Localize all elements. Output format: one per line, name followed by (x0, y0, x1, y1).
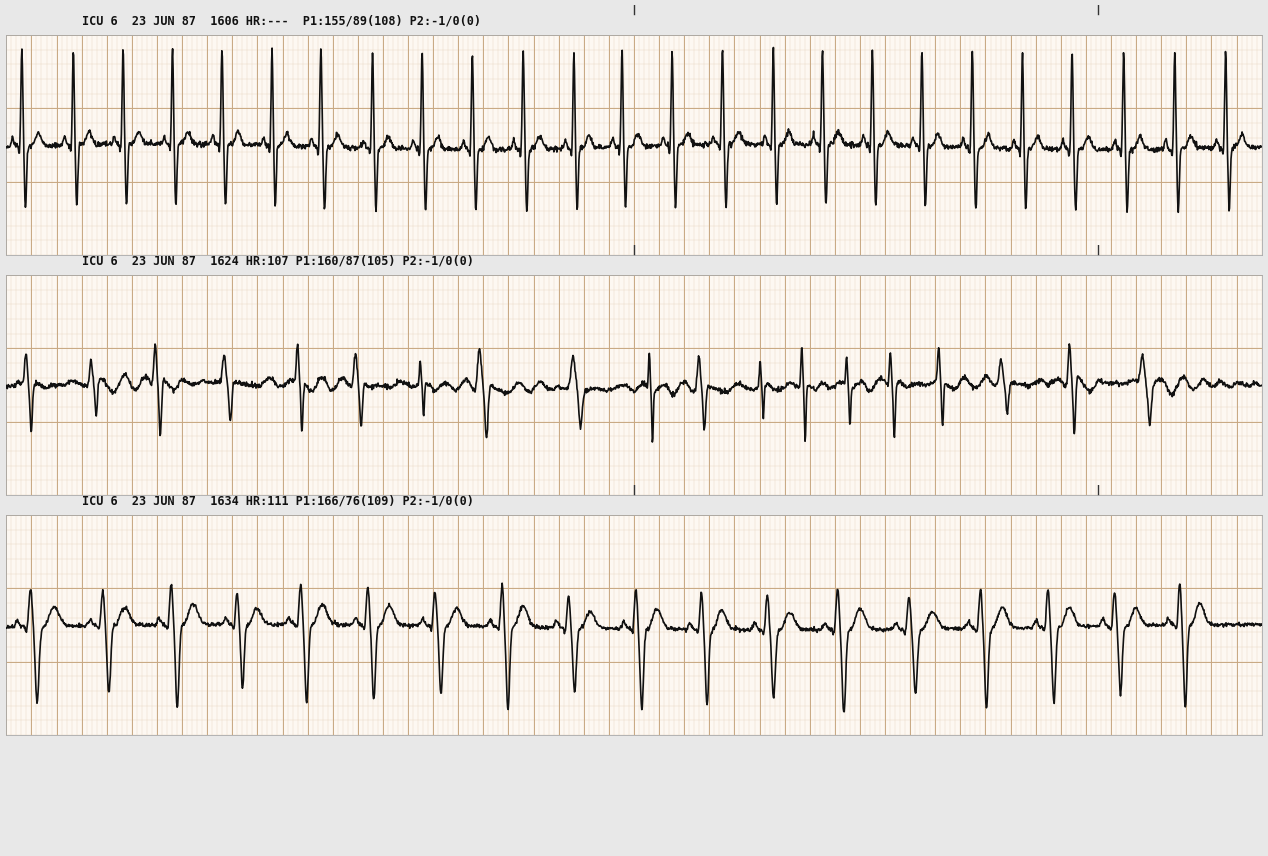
Text: ICU 6  23 JUN 87  1624 HR:107 P1:160/87(105) P2:-1/0(0): ICU 6 23 JUN 87 1624 HR:107 P1:160/87(10… (81, 255, 473, 268)
Text: ICU 6  23 JUN 87  1606 HR:---  P1:155/89(108) P2:-1/0(0): ICU 6 23 JUN 87 1606 HR:--- P1:155/89(10… (81, 15, 481, 28)
Text: ICU 6  23 JUN 87  1634 HR:111 P1:166/76(109) P2:-1/0(0): ICU 6 23 JUN 87 1634 HR:111 P1:166/76(10… (81, 495, 473, 508)
